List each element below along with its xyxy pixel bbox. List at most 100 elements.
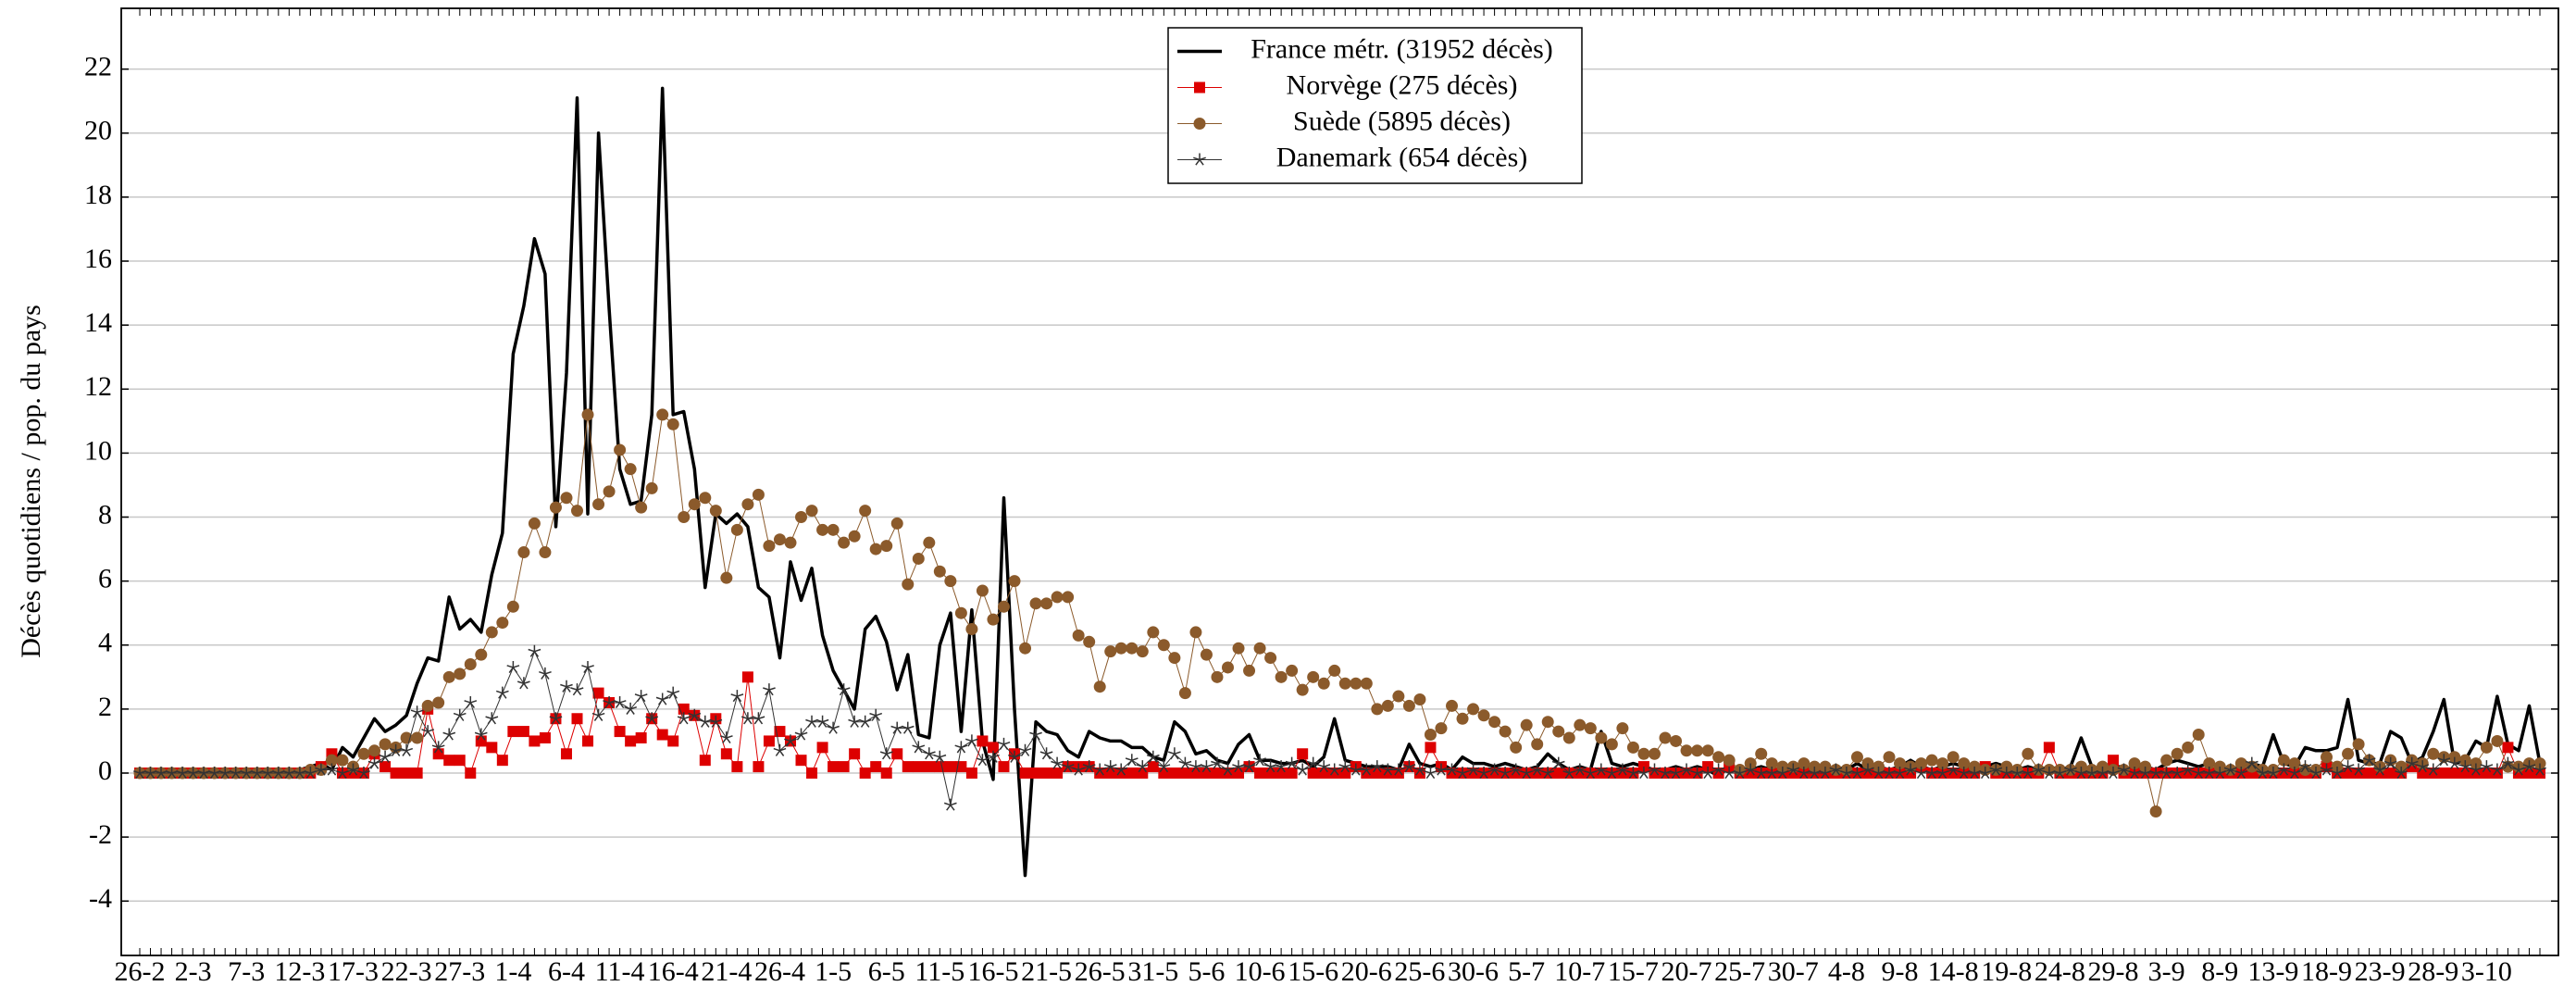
- marker: [2426, 763, 2440, 776]
- marker: [2490, 763, 2504, 776]
- marker: [795, 755, 807, 767]
- marker: [592, 498, 605, 511]
- x-tick-label: 22-3: [381, 956, 432, 986]
- marker: [698, 715, 712, 728]
- marker: [977, 735, 989, 747]
- marker: [1541, 766, 1555, 780]
- marker: [1637, 766, 1650, 780]
- marker: [506, 660, 520, 674]
- marker: [688, 708, 702, 721]
- marker: [2192, 766, 2206, 780]
- marker: [1701, 744, 1714, 757]
- marker: [987, 750, 1000, 763]
- x-tick-label: 15-7: [1608, 956, 1659, 986]
- x-tick-label: 7-3: [228, 956, 265, 986]
- marker: [753, 761, 765, 773]
- marker: [1008, 750, 1021, 763]
- marker: [1509, 763, 1523, 776]
- marker: [271, 766, 285, 780]
- marker: [1276, 768, 1288, 780]
- marker: [1530, 763, 1544, 776]
- marker: [2245, 756, 2259, 769]
- marker: [2512, 763, 2525, 776]
- marker: [1104, 768, 1116, 780]
- marker: [496, 617, 509, 630]
- marker: [1039, 747, 1053, 760]
- marker: [859, 505, 872, 518]
- marker: [560, 492, 573, 505]
- marker: [1157, 760, 1171, 773]
- marker: [1083, 635, 1096, 648]
- marker: [2074, 766, 2088, 780]
- marker: [922, 747, 936, 760]
- marker: [2128, 766, 2141, 780]
- marker: [1520, 718, 1533, 731]
- marker: [1030, 768, 1042, 780]
- marker: [1189, 626, 1202, 639]
- marker: [1488, 716, 1501, 729]
- marker: [1680, 744, 1693, 757]
- marker: [1551, 756, 1565, 769]
- marker: [357, 766, 370, 780]
- marker: [571, 505, 584, 518]
- marker: [411, 768, 423, 780]
- marker: [1935, 766, 1949, 780]
- marker: [2362, 754, 2376, 767]
- marker: [1456, 766, 1469, 780]
- x-tick-label: 5-7: [1508, 956, 1545, 986]
- x-tick-label: 20-6: [1341, 956, 1392, 986]
- marker: [624, 463, 637, 476]
- marker: [240, 766, 254, 780]
- marker: [1296, 763, 1310, 776]
- marker: [2159, 766, 2173, 780]
- marker: [1690, 766, 1704, 780]
- marker: [1126, 642, 1139, 655]
- marker: [1669, 766, 1683, 780]
- marker: [539, 546, 552, 559]
- marker: [1221, 763, 1235, 776]
- marker: [453, 708, 467, 721]
- marker: [1861, 763, 1874, 776]
- marker: [592, 687, 604, 699]
- marker: [1018, 743, 1032, 756]
- marker: [1189, 768, 1201, 780]
- marker: [2427, 747, 2440, 760]
- marker: [1360, 763, 1374, 776]
- marker: [474, 728, 488, 741]
- marker: [486, 742, 498, 754]
- marker: [1435, 763, 1448, 776]
- marker: [603, 485, 616, 498]
- plot-frame: [120, 7, 2559, 956]
- marker: [1797, 766, 1811, 780]
- marker: [2384, 768, 2396, 780]
- marker: [806, 768, 818, 780]
- marker: [357, 747, 370, 760]
- marker: [1157, 639, 1170, 652]
- marker: [1626, 766, 1640, 780]
- marker: [2469, 763, 2483, 776]
- marker: [2405, 756, 2419, 769]
- marker: [634, 690, 648, 703]
- marker: [1947, 763, 1960, 776]
- y-tick-label: -4: [89, 883, 112, 914]
- marker: [410, 705, 424, 718]
- marker: [902, 578, 915, 591]
- marker: [1477, 709, 1490, 722]
- marker: [2021, 766, 2035, 780]
- marker: [1510, 741, 1523, 754]
- marker: [815, 715, 829, 728]
- x-tick-label: 11-5: [915, 956, 964, 986]
- marker: [1402, 699, 1415, 712]
- marker: [1350, 677, 1363, 690]
- y-tick-label: 0: [98, 755, 112, 786]
- marker: [2427, 768, 2439, 780]
- marker: [1168, 652, 1181, 665]
- marker: [731, 761, 743, 773]
- marker: [2266, 766, 2280, 780]
- marker: [1029, 597, 1042, 610]
- marker: [1477, 766, 1490, 780]
- marker: [998, 761, 1010, 773]
- marker: [933, 750, 947, 763]
- marker: [400, 731, 413, 744]
